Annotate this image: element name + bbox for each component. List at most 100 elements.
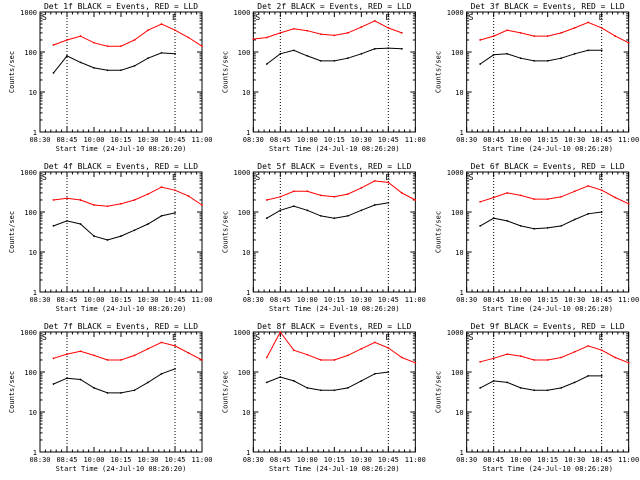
x-tick-label: 08:45 [270,136,291,144]
x-tick-label: 11:00 [191,456,212,464]
events-data-point [400,47,403,50]
y-tick-label: 10 [455,409,463,417]
x-axis-label: Start Time (24-Jul-10 08:26:20) [56,145,187,153]
y-tick-label: 10 [242,409,250,417]
x-tick-label: 08:45 [483,296,504,304]
lld-series-line [53,23,203,47]
events-data-point [133,64,136,67]
events-data-point [174,211,176,214]
y-tick-label: 1 [459,129,463,137]
events-data-point [279,209,282,212]
x-tick-label: 08:30 [243,296,264,304]
end-marker: E [385,13,390,22]
y-axis-label: Counts/sec [435,371,443,413]
panel-title: Det 2f BLACK = Events, RED = LLD [257,2,411,11]
x-tick-label: 10:15 [537,136,558,144]
lld-data-point [174,29,176,32]
events-data-point [133,229,136,232]
lld-data-point [400,32,403,34]
x-axis-label: Start Time (24-Jul-10 08:26:20) [56,305,187,313]
events-data-point [387,371,390,373]
events-data-point [587,374,590,377]
x-tick-label: 10:00 [510,456,531,464]
events-data-point [306,387,309,389]
y-axis-label: Counts/sec [221,211,229,253]
events-data-point [479,224,482,227]
y-tick-label: 1000 [447,169,464,177]
x-axis-label: Start Time (24-Jul-10 08:26:20) [56,465,187,473]
events-data-point [373,372,376,375]
lld-data-point [387,27,390,29]
events-data-point [79,61,82,64]
events-data-point [160,214,163,217]
events-data-point [587,212,590,215]
lld-data-point [292,349,295,352]
lld-data-point [587,344,590,347]
events-data-point [333,59,336,62]
lld-series-line [480,185,629,205]
lld-data-point [346,193,349,196]
detector-panel-9: Det 9f BLACK = Events, RED = LLD 1 10 100 10… [435,322,640,473]
events-data-point [492,53,495,56]
events-data-point [533,59,536,62]
events-data-point [52,72,55,74]
x-tick-label: 08:30 [243,136,264,144]
y-tick-label: 1000 [447,329,464,337]
x-axis-label: Start Time (24-Jul-10 08:26:20) [269,145,400,153]
x-tick-label: 11:00 [405,456,426,464]
y-tick-label: 10 [242,249,250,257]
x-axis-label: Start Time (24-Jul-10 08:26:20) [482,145,613,153]
lld-data-point [560,356,563,359]
events-data-point [479,387,482,389]
lld-data-point [79,350,82,353]
events-data-point [160,51,163,54]
lld-data-point [333,34,336,37]
detector-panel-5: Det 5f BLACK = Events, RED = LLD 1 10 100 10… [221,162,426,313]
lld-data-point [546,198,549,201]
lld-series-line [480,21,629,44]
lld-series-line [53,341,203,361]
events-data-point [147,223,149,225]
events-data-point [373,204,376,206]
y-tick-label: 1000 [20,329,37,337]
x-tick-label: 10:00 [83,296,104,304]
x-axis-label: Start Time (24-Jul-10 08:26:20) [482,305,613,313]
y-tick-label: 1 [459,289,463,297]
lld-data-point [319,359,322,361]
lld-data-point [573,190,576,193]
lld-data-point [79,199,82,201]
events-data-point [106,69,109,72]
events-data-point [319,389,322,392]
lld-data-point [346,32,349,34]
lld-data-point [147,347,149,350]
lld-data-point [560,195,563,198]
lld-data-point [120,45,122,48]
plot-frame [39,171,203,293]
x-tick-label: 10:45 [164,456,185,464]
end-marker: E [385,333,390,342]
y-tick-label: 1 [246,449,250,457]
events-data-point [346,57,349,60]
end-marker: E [172,13,177,22]
end-marker: E [599,13,604,22]
events-data-point [600,211,603,213]
lld-data-point [187,352,190,354]
events-series-line [266,371,389,391]
lld-data-point [573,350,576,353]
x-tick-label: 11:00 [405,296,426,304]
lld-data-point [306,29,309,32]
events-data-point [373,47,376,50]
events-series-line [479,49,602,65]
events-data-point [492,379,495,382]
y-axis-label: Counts/sec [8,371,16,413]
events-data-point [360,379,363,382]
x-tick-label: 10:15 [324,456,345,464]
x-tick-label: 10:15 [537,296,558,304]
lld-data-point [627,41,630,44]
lld-data-point [52,357,55,360]
lld-data-point [360,187,363,189]
lld-data-point [106,359,109,361]
events-data-point [292,205,295,208]
events-data-point [306,54,309,57]
x-tick-label: 10:00 [510,136,531,144]
